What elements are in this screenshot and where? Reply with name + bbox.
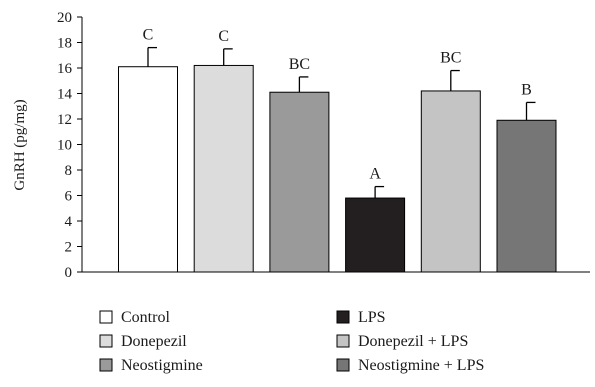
y-tick-label: 10 — [57, 138, 72, 154]
significance-letter: B — [521, 81, 532, 98]
bar — [193, 64, 254, 273]
y-tick-label: 6 — [65, 189, 73, 205]
y-tick-label: 4 — [65, 214, 73, 230]
y-tick-label: 2 — [65, 240, 73, 256]
y-tick-label: 8 — [65, 163, 73, 179]
y-axis-label: GnRH (pg/mg) — [12, 99, 28, 190]
bar — [496, 119, 557, 273]
legend-label: Neostigmine — [121, 357, 203, 374]
y-tick-label: 16 — [57, 61, 73, 77]
legend-label: Control — [121, 309, 170, 326]
significance-letter: A — [369, 166, 381, 183]
significance-letter: C — [143, 27, 154, 44]
legend-swatch — [336, 358, 350, 372]
bar — [269, 91, 330, 273]
legend-swatch — [99, 334, 113, 348]
y-tick-label: 14 — [57, 87, 73, 103]
significance-letter: C — [218, 28, 229, 45]
significance-letter: BC — [289, 56, 310, 73]
legend-swatch — [336, 334, 350, 348]
legend: Control Donepezil Neostigmine LPS Donepezil … — [99, 309, 484, 374]
y-axis: 0 2 4 6 8 10 12 14 16 18 20 — [57, 10, 590, 281]
y-tick-label: 0 — [65, 265, 73, 281]
legend-label: Donepezil — [121, 333, 187, 350]
bar — [420, 90, 481, 273]
legend-label: LPS — [358, 309, 386, 326]
legend-swatch — [99, 358, 113, 372]
legend-swatch — [99, 310, 113, 324]
bars-group: C C BC A BC B — [118, 27, 557, 273]
bar — [118, 66, 178, 273]
legend-label: Neostigmine + LPS — [358, 357, 484, 374]
significance-letter: BC — [440, 50, 461, 67]
y-tick-label: 20 — [57, 10, 72, 26]
legend-label: Donepezil + LPS — [358, 333, 468, 350]
legend-swatch — [336, 310, 350, 324]
y-tick-label: 18 — [57, 36, 72, 52]
bar — [345, 197, 406, 273]
y-tick-label: 12 — [57, 112, 72, 128]
